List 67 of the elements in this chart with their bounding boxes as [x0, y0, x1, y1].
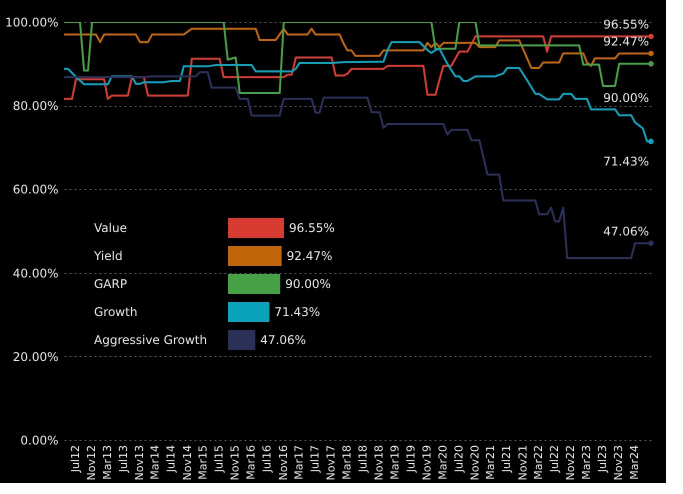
y-tick-label: 60.00%: [12, 182, 58, 197]
x-tick-label: Jul21: [500, 445, 514, 474]
y-tick-label: 100.00%: [5, 16, 58, 30]
y-tick-label: GARP: [94, 277, 128, 291]
y-tick-label: 40.00%: [12, 266, 58, 280]
x-tick-label: Mar13: [100, 445, 114, 480]
bar: [228, 330, 256, 350]
bar: [228, 218, 284, 238]
bar: [228, 274, 280, 294]
annotation: 90.00%: [603, 90, 649, 105]
x-tick-label: Nov17: [324, 445, 338, 480]
x-tick-label: Nov12: [85, 445, 98, 480]
y-tick-label: 20.00%: [12, 350, 58, 364]
x-tick-label: Mar24: [628, 445, 641, 480]
x-tick-label: Mar17: [292, 445, 306, 480]
x-tick-label: Jul22: [548, 445, 562, 474]
y-tick-label: Value: [94, 221, 127, 235]
x-tick-label: Jul15: [212, 445, 226, 474]
y-tick-label: Aggressive Growth: [94, 333, 208, 347]
x-tick-label: Mar18: [340, 445, 354, 480]
annotation: 47.06%: [603, 224, 649, 238]
x-tick-label: Jul19: [404, 445, 418, 474]
x-tick-label: Jul17: [308, 445, 322, 474]
x-tick-label: Mar14: [148, 445, 162, 480]
x-tick-label: Mar22: [532, 445, 546, 480]
x-tick-label: Jul18: [356, 445, 370, 474]
x-tick-label: Jul13: [116, 445, 130, 474]
x-tick-label: Jul12: [68, 445, 82, 474]
data-label: 90.00%: [285, 277, 331, 291]
x-tick-label: Nov22: [564, 445, 578, 480]
y-tick-label: 0.00%: [20, 434, 58, 448]
x-tick-label: Jul14: [164, 445, 178, 474]
y-tick-label: 80.00%: [12, 99, 58, 114]
data-label: 47.06%: [260, 333, 306, 347]
x-tick-label: Jul23: [596, 445, 609, 474]
x-tick-label: Jul20: [452, 445, 466, 474]
y-tick-label: Growth: [94, 305, 138, 319]
x-tick-label: Mar21: [484, 445, 498, 480]
x-tick-label: Mar15: [196, 445, 210, 480]
annotation: 71.43%: [603, 154, 649, 168]
point: [648, 34, 654, 40]
point: [648, 61, 654, 67]
x-tick-label: Nov16: [276, 445, 290, 480]
x-tick-label: Mar20: [436, 445, 450, 480]
x-tick-label: Mar23: [580, 445, 593, 480]
x-tick-label: Nov18: [372, 445, 386, 480]
point: [648, 50, 654, 56]
x-tick-label: Mar16: [244, 445, 258, 480]
data-label: 92.47%: [286, 249, 332, 263]
annotation: 92.47%: [603, 34, 649, 48]
x-tick-label: Nov23: [612, 445, 626, 480]
x-tick-label: Nov21: [516, 445, 530, 480]
x-tick-label: Nov20: [468, 445, 482, 480]
bar: [228, 302, 270, 322]
annotation: 96.55%: [603, 17, 649, 32]
data-label: 96.55%: [289, 221, 335, 235]
x-tick-label: Nov15: [228, 445, 242, 480]
y-tick-label: Yield: [93, 249, 123, 263]
x-tick-label: Mar19: [388, 445, 402, 480]
x-tick-label: Jul16: [260, 445, 274, 474]
x-tick-label: Nov19: [420, 445, 434, 480]
point: [648, 138, 654, 144]
bar: [228, 246, 282, 266]
data-label: 71.43%: [274, 305, 320, 319]
x-tick-label: Nov14: [180, 445, 194, 480]
point: [648, 240, 654, 246]
x-tick-label: Nov13: [132, 445, 146, 480]
